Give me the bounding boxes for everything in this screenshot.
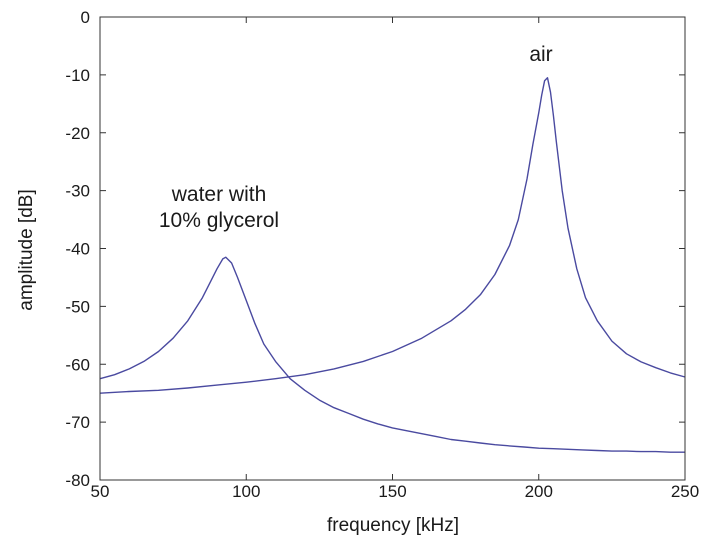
y-tick-label: -80	[65, 471, 90, 490]
series-lines	[99, 77, 686, 453]
x-tick-label: 50	[91, 482, 110, 501]
axis-ticks	[99, 16, 686, 481]
y-axis-label: amplitude [dB]	[16, 189, 37, 310]
x-axis-label: frequency [kHz]	[327, 515, 459, 536]
annotation-air: air	[529, 43, 552, 66]
y-tick-label: -60	[65, 355, 90, 374]
series-line-water-glycerol	[99, 256, 685, 453]
annotations: water with 10% glycerol air	[159, 43, 553, 232]
annotation-water-with: water with	[171, 183, 267, 206]
plot-frame	[99, 16, 686, 481]
series-line-air	[99, 77, 686, 394]
y-tick-labels: 0 -10 -20 -30 -40 -50 -60 -70 -80	[65, 8, 90, 490]
y-tick-label: -50	[65, 297, 90, 316]
y-tick-label: 0	[81, 8, 90, 27]
annotation-glycerol: 10% glycerol	[159, 209, 279, 232]
x-tick-label: 250	[671, 482, 699, 501]
y-tick-label: -20	[65, 124, 90, 143]
x-tick-label: 100	[232, 482, 260, 501]
y-tick-label: -70	[65, 413, 90, 432]
y-tick-label: -10	[65, 66, 90, 85]
x-tick-label: 200	[525, 482, 553, 501]
x-tick-labels: 50 100 150 200 250	[91, 482, 700, 501]
x-tick-label: 150	[378, 482, 406, 501]
y-tick-label: -30	[65, 182, 90, 201]
y-tick-label: -40	[65, 240, 90, 259]
